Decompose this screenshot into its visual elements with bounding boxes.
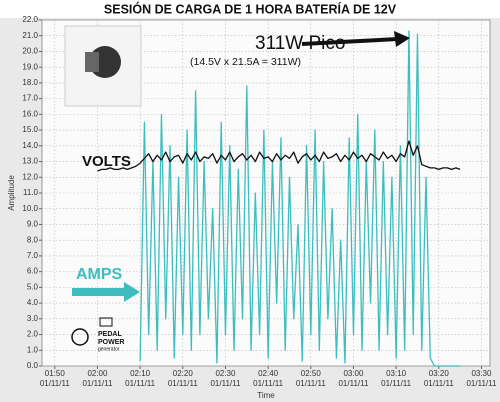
y-tick-label: 22.0 bbox=[22, 15, 38, 24]
arrow bbox=[301, 37, 399, 46]
x-tick-label: 03:20 01/11/11 bbox=[424, 369, 455, 388]
y-tick-label: 15.0 bbox=[22, 125, 38, 134]
y-tick-label: 14.0 bbox=[22, 141, 38, 150]
x-tick-label: 02:10 01/11/11 bbox=[125, 369, 156, 388]
chart-title: SESIÓN DE CARGA DE 1 HORA BATERÍA DE 12V bbox=[104, 1, 397, 16]
x-tick-label: 02:00 01/11/11 bbox=[82, 369, 113, 388]
x-tick-label: 01:50 01/11/11 bbox=[40, 369, 71, 388]
y-tick-label: 16.0 bbox=[22, 109, 38, 118]
y-tick-label: 20.0 bbox=[22, 47, 38, 56]
x-tick-label: 02:30 01/11/11 bbox=[210, 369, 241, 388]
x-tick-label: 02:20 01/11/11 bbox=[168, 369, 199, 388]
logo-bulb bbox=[71, 328, 89, 346]
y-tick-label: 0.0 bbox=[27, 361, 39, 370]
y-tick-label: 5.0 bbox=[27, 282, 39, 291]
overlays: 311W Pico (14.5V x 21.5A = 311W) VOLTS A… bbox=[64, 25, 410, 352]
x-tick-label: 02:50 01/11/11 bbox=[296, 369, 327, 388]
marks: 0.0 1.0 2.0 3.0 4.0 5.0 6.0 7.0 8.0 9.0 10.0 11.0 12… bbox=[22, 15, 497, 388]
annotation: 311W Pico bbox=[255, 33, 345, 54]
title-band bbox=[0, 0, 500, 18]
y-tick-label: 21.0 bbox=[22, 31, 38, 40]
y-tick-label: 11.0 bbox=[23, 188, 39, 197]
y-tick-label: 13.0 bbox=[22, 157, 38, 166]
y-tick-label: 10.0 bbox=[22, 204, 38, 213]
arrow bbox=[72, 288, 127, 296]
x-tick-label: 03:10 01/11/11 bbox=[381, 369, 412, 388]
series-line bbox=[139, 30, 461, 367]
y-tick-label: 2.0 bbox=[27, 330, 39, 339]
annotation: (14.5V x 21.5A = 311W) bbox=[190, 56, 301, 68]
logo-text: PEDAL bbox=[98, 331, 122, 338]
motor-icon bbox=[85, 52, 99, 72]
y-tick-label: 19.0 bbox=[22, 62, 38, 71]
logo-text: generator bbox=[98, 346, 120, 352]
x-axis-label: Time bbox=[257, 391, 275, 400]
y-tick-label: 18.0 bbox=[22, 78, 38, 87]
logo-text: POWER bbox=[98, 339, 124, 346]
y-tick-label: 7.0 bbox=[27, 251, 39, 260]
x-tick-label: 03:30 01/11/11 bbox=[466, 369, 497, 388]
y-tick-label: 8.0 bbox=[27, 235, 39, 244]
annotation: AMPS bbox=[76, 266, 123, 283]
logo-icon bbox=[99, 317, 113, 327]
arrow-head bbox=[394, 31, 410, 47]
y-tick-label: 1.0 bbox=[27, 345, 39, 354]
y-tick-label: 6.0 bbox=[27, 267, 39, 276]
x-tick-label: 02:40 01/11/11 bbox=[253, 369, 284, 388]
arrow-head bbox=[124, 282, 140, 302]
annotation: VOLTS bbox=[82, 153, 131, 170]
y-tick-label: 12.0 bbox=[22, 172, 38, 181]
series-line bbox=[97, 140, 461, 172]
y-tick-label: 3.0 bbox=[27, 314, 39, 323]
y-axis-label: Amplitude bbox=[7, 175, 16, 211]
y-tick-label: 4.0 bbox=[27, 298, 39, 307]
y-tick-label: 17.0 bbox=[22, 94, 38, 103]
y-tick-label: 9.0 bbox=[27, 220, 39, 229]
x-tick-label: 03:00 01/11/11 bbox=[338, 369, 369, 388]
